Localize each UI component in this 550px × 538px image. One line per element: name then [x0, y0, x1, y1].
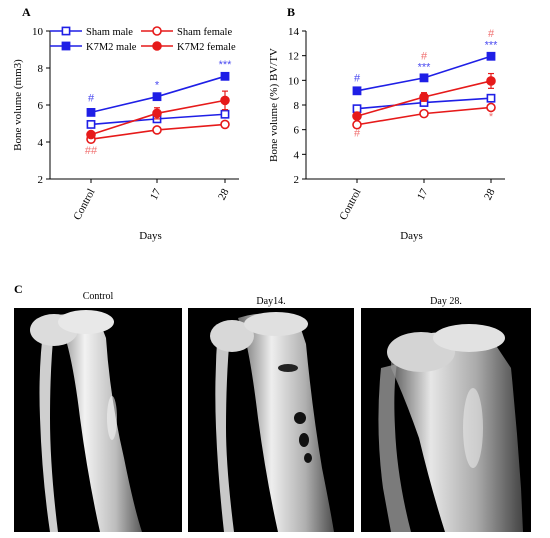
data-point: [352, 104, 362, 114]
legend-marker: [61, 26, 71, 36]
y-tick-label: 8: [294, 100, 300, 112]
legend-label: Sham male: [86, 27, 133, 38]
data-point: [486, 93, 496, 103]
x-tick-label: Control: [337, 187, 363, 222]
series-k7m2-male: [352, 51, 496, 96]
legend-label: Sham female: [177, 27, 232, 38]
y-tick-label: 2: [294, 174, 300, 186]
legend-item: Sham female: [141, 26, 232, 38]
significance-mark: #: [421, 50, 428, 62]
significance-mark: *: [155, 79, 160, 91]
data-point: [352, 86, 362, 96]
legend-marker: [61, 41, 71, 51]
significance-mark: #: [488, 28, 495, 40]
y-tick-label: 12: [288, 51, 299, 63]
data-point: [152, 125, 162, 135]
y-tick-label: 4: [38, 137, 44, 149]
x-tick-label: 28: [216, 186, 232, 202]
y-tick-label: 6: [38, 100, 44, 112]
y-tick-label: 8: [38, 63, 44, 75]
y-tick-label: 14: [288, 26, 300, 38]
data-point: [486, 76, 496, 86]
data-point: [86, 108, 96, 117]
y-axis-title: Bone volume (%) BV/TV: [268, 48, 280, 162]
x-tick-label: Control: [71, 187, 97, 222]
ct-scan-control: [14, 308, 182, 532]
legend-item: Sham male: [50, 26, 133, 38]
y-tick-label: 6: [294, 125, 300, 137]
ct-scan-day28: [361, 308, 531, 532]
legend-item: K7M2 male: [50, 41, 137, 53]
data-point: [486, 102, 496, 113]
ct-scan-day14: [188, 308, 354, 532]
series-k7m2-female: [352, 72, 496, 121]
legend-marker: [152, 26, 162, 36]
significance-mark: #: [354, 127, 361, 139]
data-point: [419, 73, 429, 83]
y-tick-label: 10: [32, 26, 44, 38]
data-point: [86, 129, 96, 140]
x-tick-label: 17: [415, 186, 431, 202]
legend-label: K7M2 male: [86, 42, 137, 53]
chart-a: 2 4 6 8 10 Control 17 28 Days Bone volume (mm3) # *…: [12, 26, 239, 242]
y-tick-label: 4: [294, 149, 300, 161]
data-point: [419, 108, 429, 119]
y-tick-label: 2: [38, 174, 44, 186]
image-label-control: Control: [82, 291, 114, 302]
data-point: [152, 92, 162, 102]
legend-label: K7M2 female: [177, 42, 236, 53]
x-axis-title: Days: [400, 230, 423, 242]
legend-item: K7M2 female: [141, 41, 236, 53]
series-k7m2-female: [86, 90, 230, 140]
significance-mark: ##: [85, 145, 98, 157]
significance-mark: #: [88, 92, 95, 104]
x-axis-title: Days: [139, 230, 162, 242]
data-point: [86, 120, 96, 129]
legend-marker: [152, 41, 162, 51]
data-point: [152, 108, 162, 119]
data-point: [419, 92, 429, 102]
image-label-day28: Day 28.: [430, 296, 462, 307]
data-point: [220, 95, 230, 106]
series-k7m2-male: [86, 71, 230, 117]
data-point: [486, 51, 496, 61]
panel-label-b: B: [287, 5, 295, 19]
significance-mark: *: [489, 111, 494, 123]
data-point: [220, 109, 230, 119]
x-tick-label: 28: [482, 186, 498, 202]
x-tick-label: 17: [148, 186, 164, 202]
significance-mark: ***: [485, 39, 499, 51]
data-point: [220, 119, 230, 130]
y-axis-title: Bone volume (mm3): [12, 59, 24, 151]
data-point: [352, 111, 362, 121]
significance-mark: #: [354, 73, 361, 85]
panel-label-a: A: [22, 5, 31, 19]
data-point: [220, 71, 230, 81]
panel-label-c: C: [14, 282, 23, 296]
y-tick-label: 10: [288, 75, 300, 87]
legend: Sham male K7M2 male Sham female K7M2 female: [50, 26, 236, 53]
image-label-day14: Day14.: [256, 296, 286, 307]
series-sham-male: [86, 109, 230, 129]
significance-mark: ***: [219, 59, 233, 71]
significance-mark: ***: [418, 61, 432, 73]
series-sham-female: [86, 119, 230, 145]
chart-b: 2 4 6 8 10 12 14 Control 17 28 Days Bone volume (%)…: [268, 26, 505, 242]
series-sham-female: [352, 102, 496, 130]
